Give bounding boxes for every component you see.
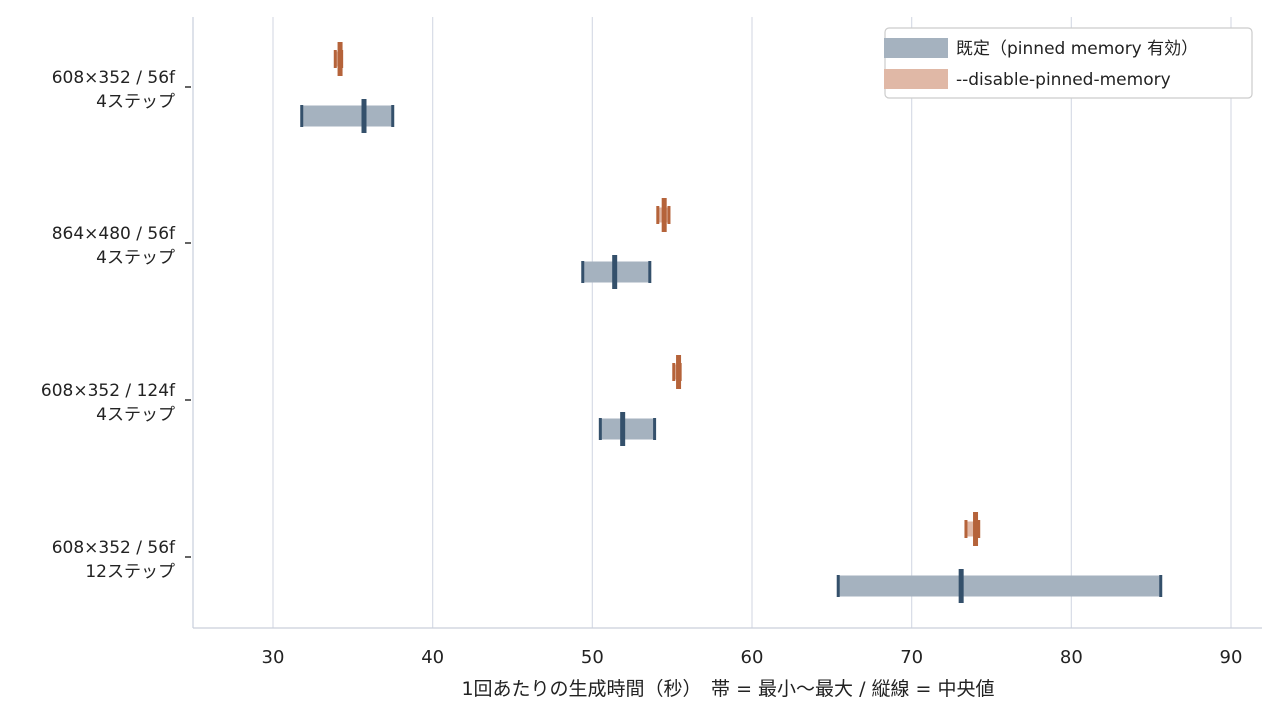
category-label: 4ステップ (96, 405, 175, 425)
category-label: 608×352 / 124f (41, 381, 176, 401)
range-band (301, 105, 393, 127)
x-tick-label: 80 (1060, 647, 1083, 668)
x-tick-label: 90 (1220, 647, 1243, 668)
category-label: 12ステップ (85, 562, 175, 582)
x-axis-title: 1回あたりの生成時間（秒） 帯 = 最小〜最大 / 縦線 = 中央値 (461, 678, 994, 700)
legend-frame (884, 27, 1253, 99)
legend-label-default: 既定（pinned memory 有効） (956, 39, 1198, 59)
category-label: 608×352 / 56f (52, 538, 176, 558)
x-tick-label: 50 (581, 647, 604, 668)
legend-label-disabled: --disable-pinned-memory (956, 70, 1171, 90)
x-tick-label: 30 (262, 647, 285, 668)
category-label: 608×352 / 56f (52, 68, 176, 88)
legend-swatch-default (884, 38, 948, 58)
legend-swatch-disabled (884, 69, 948, 89)
x-tick-label: 70 (900, 647, 923, 668)
grid-layer (272, 17, 1232, 628)
x-tick-label: 60 (741, 647, 764, 668)
category-label: 4ステップ (96, 92, 175, 112)
x-tick-label: 40 (421, 647, 444, 668)
legend: 既定（pinned memory 有効） --disable-pinned-me… (884, 27, 1253, 99)
range-band (838, 575, 1161, 597)
bands-layer (300, 42, 1163, 603)
category-label: 864×480 / 56f (52, 224, 176, 244)
category-label: 4ステップ (96, 248, 175, 268)
labels-layer: 30 40 50 60 70 80 90 608×352 / 56f 4ステップ 864×480 … (41, 68, 1243, 668)
range-band (600, 418, 655, 440)
axes-layer (185, 17, 1262, 629)
